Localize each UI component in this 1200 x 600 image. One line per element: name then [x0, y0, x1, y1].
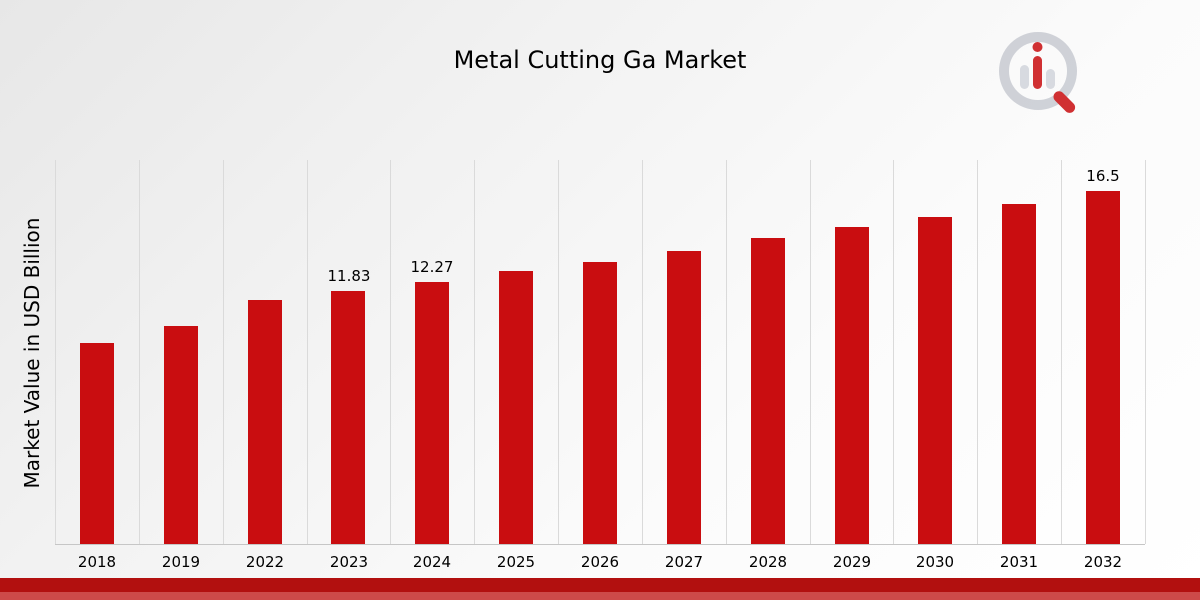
- bar-2026: [583, 262, 617, 544]
- gridline: [977, 160, 978, 544]
- gridline: [558, 160, 559, 544]
- bar-2025: [499, 271, 533, 544]
- gridline: [726, 160, 727, 544]
- bar-2032: [1086, 191, 1120, 544]
- gridline: [55, 160, 56, 544]
- x-tick-2031: 2031: [999, 553, 1039, 571]
- x-tick-2019: 2019: [161, 553, 201, 571]
- x-tick-2025: 2025: [496, 553, 536, 571]
- y-axis-label: Market Value in USD Billion: [20, 217, 44, 489]
- bar-2022: [248, 300, 282, 544]
- x-tick-2022: 2022: [245, 553, 285, 571]
- gridline: [474, 160, 475, 544]
- gridline: [893, 160, 894, 544]
- bar-2029: [835, 227, 869, 544]
- gridline: [810, 160, 811, 544]
- x-tick-2018: 2018: [77, 553, 117, 571]
- gridline: [642, 160, 643, 544]
- bar-value-label-2023: 11.83: [327, 267, 371, 285]
- footer-ribbon-top: [0, 578, 1200, 592]
- bar-2023: [331, 291, 365, 544]
- chart-title: Metal Cutting Ga Market: [453, 46, 747, 74]
- bar-2018: [80, 343, 114, 544]
- x-tick-2032: 2032: [1083, 553, 1123, 571]
- gridline: [307, 160, 308, 544]
- x-tick-2024: 2024: [412, 553, 452, 571]
- x-tick-2023: 2023: [329, 553, 369, 571]
- gridline: [390, 160, 391, 544]
- x-tick-2027: 2027: [664, 553, 704, 571]
- plot-area: 2018 2019 2022 11.83 2023 12.27 2024 2025 2026 20…: [55, 160, 1146, 571]
- x-tick-2026: 2026: [580, 553, 620, 571]
- gridline: [223, 160, 224, 544]
- footer-ribbon-bottom: [0, 592, 1200, 600]
- magnifier-barchart-icon: [999, 32, 1077, 113]
- x-tick-2029: 2029: [832, 553, 872, 571]
- brand-logo: [993, 27, 1089, 123]
- bar-2024: [415, 282, 449, 544]
- x-tick-2030: 2030: [915, 553, 955, 571]
- bar-value-label-2024: 12.27: [410, 258, 454, 276]
- bar-2027: [667, 251, 701, 544]
- footer-ribbon: [0, 578, 1200, 600]
- bar-2019: [164, 326, 198, 544]
- gridline: [1145, 160, 1146, 544]
- gridline: [1061, 160, 1062, 544]
- x-tick-2028: 2028: [748, 553, 788, 571]
- bar-value-label-2032: 16.5: [1086, 167, 1120, 185]
- bar-2031: [1002, 204, 1036, 544]
- bar-2030: [918, 217, 952, 544]
- bar-2028: [751, 238, 785, 544]
- gridline: [139, 160, 140, 544]
